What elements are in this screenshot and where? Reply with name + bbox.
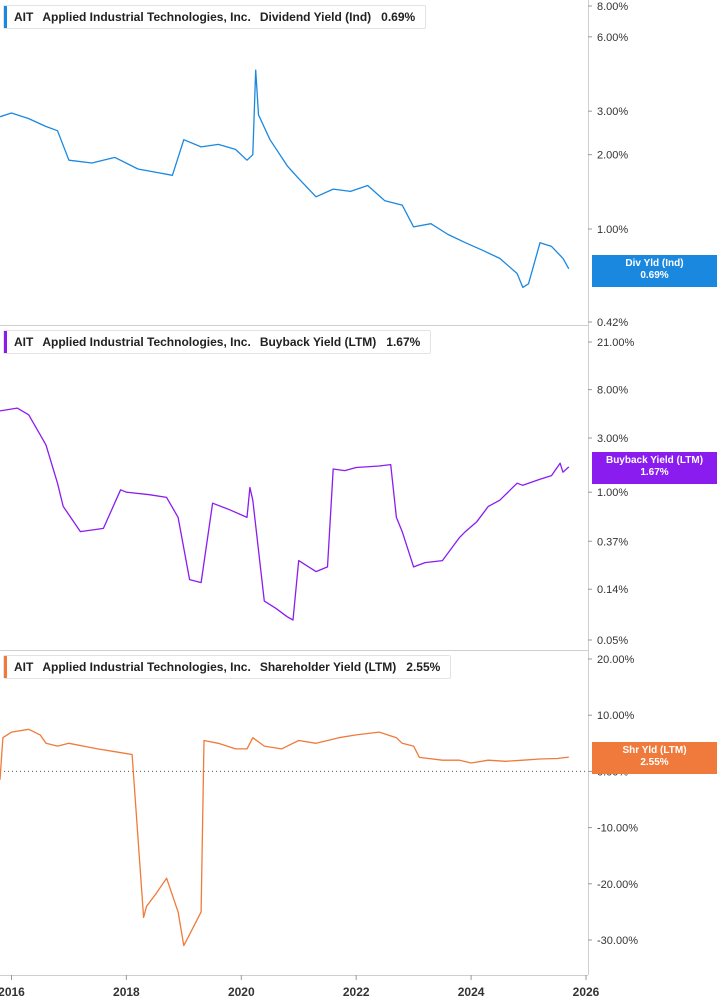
buyback-color-bar	[4, 331, 7, 353]
y-tick-label: 0.42%	[597, 317, 628, 329]
y-tick-label: 8.00%	[597, 1, 628, 13]
y-tick-label: 10.00%	[597, 710, 635, 722]
y-tick-label: 6.00%	[597, 32, 628, 44]
y-tick-label: 1.00%	[597, 224, 628, 236]
y-tick-label: 0.37%	[597, 536, 628, 548]
y-tick-label: -20.00%	[597, 879, 638, 891]
ticker: AIT	[14, 10, 34, 24]
y-tick-label: 0.14%	[597, 584, 628, 596]
tag-label: Shr Yld (LTM)	[622, 745, 687, 756]
y-tick-label: 21.00%	[597, 337, 635, 349]
buyback-series-line	[0, 407, 570, 621]
dividend-legend: AIT Applied Industrial Technologies, Inc…	[3, 5, 427, 29]
shareholder-series-line	[0, 728, 569, 947]
company-name: Applied Industrial Technologies, Inc.	[42, 10, 251, 24]
y-tick-label: 8.00%	[597, 385, 628, 397]
dividend-series-line	[0, 69, 570, 289]
x-tick-label: 2026	[573, 985, 600, 999]
metric-value: 2.55%	[406, 660, 441, 674]
buyback-value-tag: Buyback Yield (LTM) 1.67%	[592, 452, 717, 484]
shareholder-value-tag: Shr Yld (LTM) 2.55%	[592, 742, 717, 774]
shareholder-color-bar	[4, 656, 7, 678]
ticker: AIT	[14, 335, 34, 349]
x-tick-label: 2016	[0, 985, 25, 999]
tag-label: Buyback Yield (LTM)	[605, 455, 704, 466]
y-tick-label: 0.05%	[597, 635, 628, 647]
y-tick-label: 3.00%	[597, 106, 628, 118]
ticker: AIT	[14, 660, 34, 674]
metric-value: 0.69%	[381, 10, 416, 24]
y-tick-label: -10.00%	[597, 823, 638, 835]
x-tick-label: 2022	[343, 985, 370, 999]
y-tick-label: 1.00%	[597, 487, 628, 499]
x-tick-label: 2018	[113, 985, 140, 999]
y-tick-label: -30.00%	[597, 935, 638, 947]
company-name: Applied Industrial Technologies, Inc.	[42, 335, 251, 349]
shareholder-legend: AIT Applied Industrial Technologies, Inc…	[3, 655, 452, 679]
metric-name: Shareholder Yield (LTM)	[259, 660, 397, 674]
buyback-legend: AIT Applied Industrial Technologies, Inc…	[3, 330, 432, 354]
y-tick-label: 20.00%	[597, 654, 635, 666]
metric-value: 1.67%	[386, 335, 421, 349]
metric-name: Dividend Yield (Ind)	[259, 10, 372, 24]
dividend-color-bar	[4, 6, 7, 28]
dividend-value-tag: Div Yld (Ind) 0.69%	[592, 255, 717, 287]
tag-label: Div Yld (Ind)	[625, 258, 684, 269]
y-tick-label: 2.00%	[597, 150, 628, 162]
company-name: Applied Industrial Technologies, Inc.	[42, 660, 251, 674]
tag-value: 0.69%	[640, 270, 669, 281]
x-tick-label: 2024	[458, 985, 485, 999]
tag-value: 2.55%	[640, 757, 669, 768]
x-tick-label: 2020	[228, 985, 255, 999]
y-tick-label: 3.00%	[597, 433, 628, 445]
tag-value: 1.67%	[640, 467, 669, 478]
metric-name: Buyback Yield (LTM)	[259, 335, 377, 349]
